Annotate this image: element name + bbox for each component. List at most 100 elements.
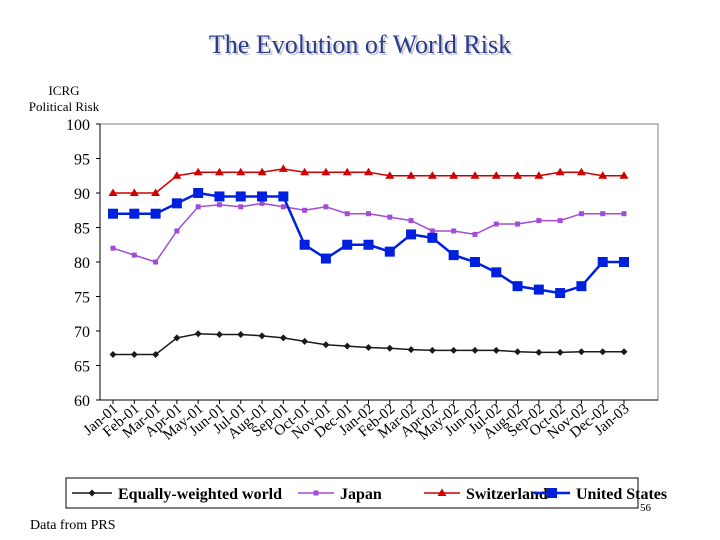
data-point-equally-weighted-world	[194, 330, 202, 338]
data-point-equally-weighted-world	[322, 341, 330, 349]
legend-marker-switzerland	[437, 488, 447, 496]
data-point-equally-weighted-world	[492, 346, 500, 354]
data-point-equally-weighted-world	[386, 344, 394, 352]
data-point-switzerland	[108, 188, 118, 196]
legend-label-equally-weighted-world: Equally-weighted world	[118, 486, 282, 503]
data-point-japan	[195, 204, 201, 210]
data-point-japan	[238, 204, 244, 210]
y-axis-label-line-2: Political Risk	[28, 99, 100, 114]
data-point-switzerland	[342, 167, 352, 176]
data-point-japan	[536, 218, 542, 224]
y-axis-label-line-1: ICRG	[48, 83, 80, 98]
data-point-united-states	[448, 250, 459, 261]
y-tick-label: 65	[74, 359, 90, 376]
legend-label-switzerland: Switzerland	[466, 486, 548, 503]
data-point-switzerland	[513, 171, 523, 179]
data-point-switzerland	[385, 171, 395, 179]
data-point-equally-weighted-world	[599, 348, 607, 356]
data-point-united-states	[469, 257, 480, 267]
data-point-equally-weighted-world	[343, 342, 351, 350]
data-point-equally-weighted-world	[556, 348, 564, 356]
data-point-united-states	[257, 191, 268, 202]
data-point-switzerland	[364, 167, 373, 176]
data-point-united-states	[512, 281, 523, 292]
data-point-united-states	[320, 253, 331, 264]
legend-marker-united-states	[547, 488, 557, 498]
data-point-united-states	[491, 267, 502, 278]
data-point-japan	[408, 218, 414, 224]
data-point-switzerland	[321, 167, 331, 176]
data-point-united-states	[427, 232, 438, 243]
data-point-united-states	[150, 208, 161, 219]
data-point-united-states	[299, 239, 310, 250]
data-point-equally-weighted-world	[577, 348, 585, 356]
data-point-switzerland	[278, 164, 288, 172]
legend-label-japan: Japan	[340, 486, 382, 503]
data-point-united-states	[619, 257, 629, 267]
data-point-equally-weighted-world	[450, 346, 458, 354]
data-point-equally-weighted-world	[258, 332, 266, 340]
data-point-united-states	[129, 208, 140, 219]
data-point-japan	[323, 204, 329, 210]
data-point-japan	[451, 228, 457, 234]
data-point-switzerland	[257, 167, 267, 176]
data-point-switzerland	[491, 171, 501, 179]
data-point-equally-weighted-world	[279, 334, 287, 342]
footer-note: Data from PRS	[30, 518, 116, 533]
data-point-united-states	[235, 191, 246, 202]
data-point-japan	[280, 204, 286, 210]
legend-marker-equally-weighted-world	[88, 489, 96, 497]
data-point-switzerland	[193, 167, 203, 176]
data-point-switzerland	[129, 188, 139, 196]
data-point-japan	[557, 218, 563, 224]
data-point-united-states	[108, 208, 118, 219]
data-point-japan	[515, 221, 521, 227]
slide-title: The Evolution of World Risk	[208, 30, 512, 59]
data-point-equally-weighted-world	[301, 337, 309, 345]
data-point-japan	[259, 200, 265, 206]
data-point-japan	[472, 231, 478, 237]
data-point-japan	[216, 202, 222, 208]
y-tick-label: 95	[74, 152, 90, 169]
data-point-switzerland	[598, 171, 608, 179]
legend-marker-japan	[313, 490, 319, 496]
data-point-equally-weighted-world	[471, 346, 479, 354]
y-tick-label: 60	[74, 393, 90, 410]
data-point-equally-weighted-world	[407, 346, 415, 354]
data-point-united-states	[555, 288, 566, 299]
data-point-switzerland	[449, 171, 459, 179]
data-point-japan	[153, 259, 159, 265]
data-point-japan	[131, 252, 137, 258]
data-point-united-states	[363, 239, 374, 250]
data-point-japan	[174, 228, 180, 234]
data-point-united-states	[384, 246, 395, 257]
data-point-switzerland	[151, 188, 161, 196]
data-point-switzerland	[534, 171, 544, 179]
data-point-united-states	[214, 191, 225, 202]
data-point-switzerland	[619, 171, 629, 179]
data-point-japan	[600, 211, 606, 217]
data-point-japan	[110, 245, 116, 251]
data-point-equally-weighted-world	[173, 334, 181, 342]
data-point-united-states	[193, 188, 204, 198]
data-point-united-states	[342, 239, 353, 250]
data-point-switzerland	[214, 167, 224, 176]
y-tick-label: 100	[66, 117, 90, 134]
data-point-japan	[302, 207, 308, 213]
data-point-equally-weighted-world	[152, 350, 160, 358]
data-point-equally-weighted-world	[365, 344, 372, 352]
data-point-switzerland	[236, 167, 246, 176]
y-tick-label: 70	[74, 324, 90, 341]
data-point-japan	[621, 211, 627, 217]
page-number: 56	[640, 502, 651, 514]
data-point-equally-weighted-world	[215, 330, 223, 338]
data-point-switzerland	[470, 171, 480, 179]
data-point-equally-weighted-world	[237, 330, 245, 338]
y-tick-label: 85	[74, 221, 90, 238]
data-point-japan	[387, 214, 393, 220]
data-point-united-states	[597, 257, 608, 267]
data-point-united-states	[576, 281, 587, 292]
y-tick-label: 75	[74, 290, 90, 307]
legend-label-united-states: United States	[576, 486, 667, 503]
